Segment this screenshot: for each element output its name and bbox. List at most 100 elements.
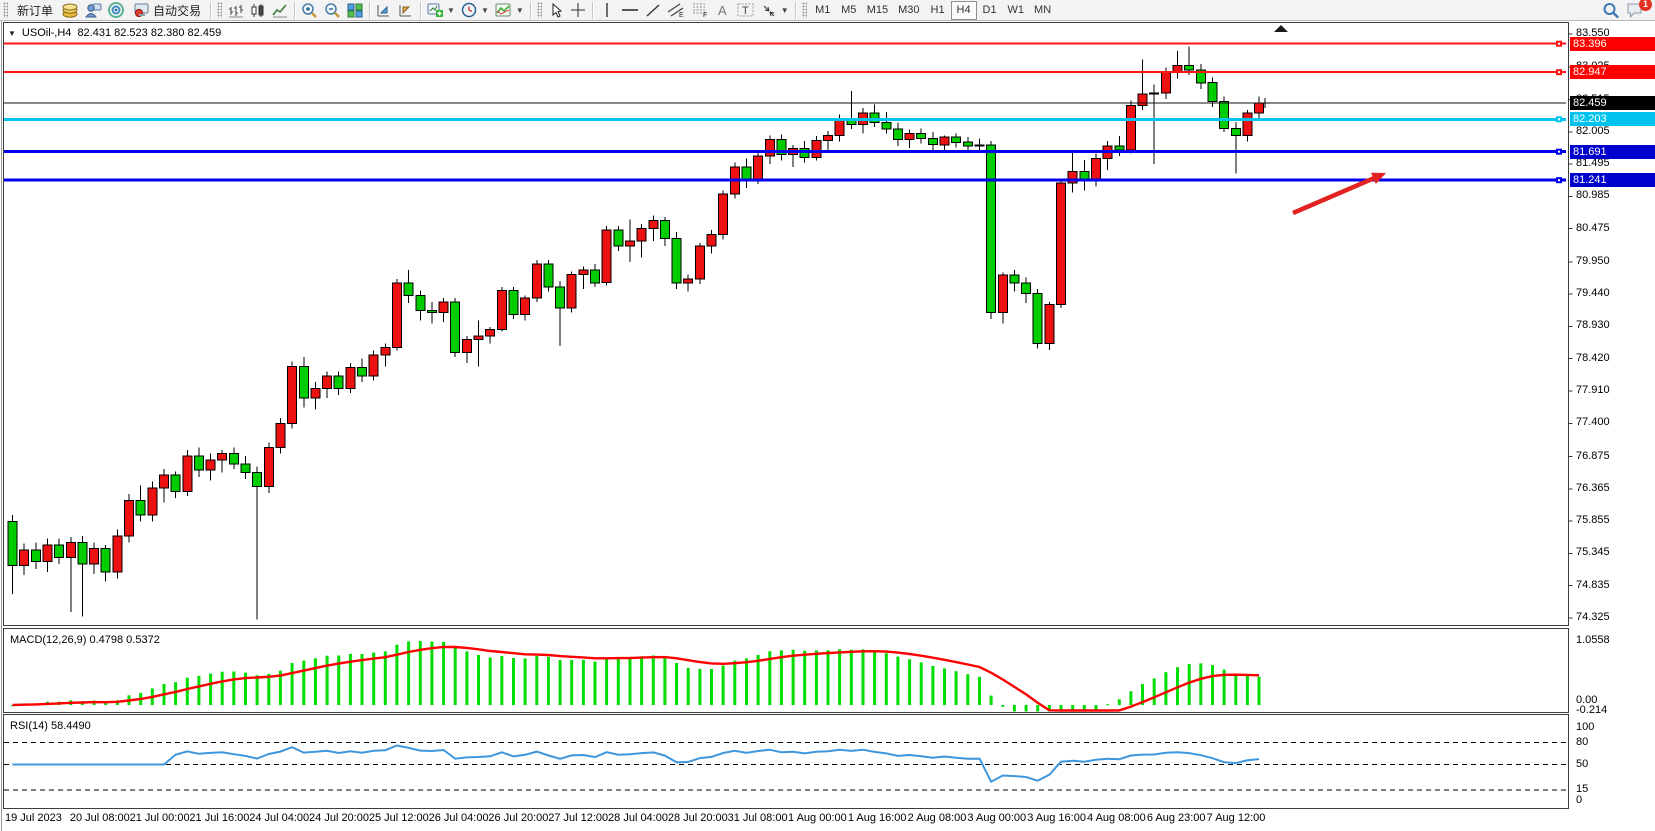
- chart-title: ▼ USOil-,H4 82.431 82.523 82.380 82.459: [8, 27, 221, 39]
- macd-axis-max: 1.0558: [1576, 634, 1610, 646]
- price-axis-tick: 74.325: [1576, 610, 1610, 623]
- price-line-badge-81.691[interactable]: 81.691: [1570, 144, 1655, 159]
- indicators-icon: [495, 3, 511, 16]
- date-axis-label: 20 Jul 08:00: [69, 812, 130, 824]
- new-order-label: 新订单: [17, 3, 54, 18]
- vertical-line-button[interactable]: [596, 1, 618, 20]
- toolbar-grip[interactable]: [3, 2, 8, 18]
- svg-text:E: E: [679, 12, 684, 18]
- new-chart-icon: [427, 3, 444, 17]
- search-icon: [1603, 2, 1619, 18]
- fibonacci-icon: F: [692, 3, 707, 18]
- chevron-down-icon: ▼: [780, 5, 789, 15]
- channel-icon: E: [667, 3, 684, 18]
- rsi-indicator-label: RSI(14) 58.4490: [10, 720, 91, 732]
- date-axis-label: 26 Jul 20:00: [488, 812, 549, 824]
- arrow-shapes-button[interactable]: ▼: [758, 1, 792, 20]
- date-axis-label: 4 Aug 08:00: [1087, 812, 1146, 824]
- timeframe-w1-button[interactable]: W1: [1007, 4, 1025, 16]
- arrange-charts-button[interactable]: [373, 1, 395, 20]
- toolbar-separator: [794, 1, 796, 19]
- tile-windows-button[interactable]: [344, 1, 366, 20]
- toolbar-grip[interactable]: [217, 2, 223, 18]
- date-axis-label: 21 Jul 16:00: [189, 812, 250, 824]
- rsi-axis-0: 0: [1576, 794, 1583, 806]
- chart-shift-marker: [1274, 25, 1288, 32]
- candlestick-button[interactable]: [247, 1, 269, 20]
- trader-button[interactable]: [82, 1, 105, 20]
- crosshair-button[interactable]: [567, 1, 589, 20]
- price-axis-tick: 79.440: [1576, 287, 1610, 300]
- price-axis-tick: 80.985: [1576, 189, 1610, 202]
- signal-icon: [108, 2, 125, 18]
- timeframe-m5-button[interactable]: M5: [841, 4, 857, 16]
- macd-histogram: [11, 641, 1261, 712]
- timeframe-d1-button[interactable]: D1: [982, 4, 997, 16]
- date-axis-label: 28 Jul 04:00: [608, 812, 668, 824]
- date-axis-label: 27 Jul 12:00: [548, 812, 609, 824]
- indicators-button[interactable]: ▼: [492, 1, 527, 20]
- auto-trading-button[interactable]: 自动交易: [128, 1, 207, 20]
- coin-stack-button[interactable]: [59, 1, 82, 20]
- tile-windows-icon: [347, 3, 363, 17]
- date-axis-label: 6 Aug 23:00: [1146, 812, 1206, 824]
- timeframe-h4-button[interactable]: H4: [950, 0, 977, 20]
- channel-button[interactable]: E: [664, 1, 688, 20]
- new-chart-button[interactable]: ▼: [424, 1, 458, 20]
- text-button[interactable]: A: [712, 1, 734, 20]
- zoom-out-icon: [325, 3, 340, 18]
- candlestick-series: [7, 46, 1265, 620]
- arrow-shapes-icon: [763, 5, 775, 16]
- text-label-icon: T: [737, 3, 754, 17]
- price-axis-tick: 81.495: [1576, 157, 1610, 170]
- timeframe-mn-button[interactable]: MN: [1034, 4, 1052, 16]
- new-order-button[interactable]: 新订单: [11, 1, 59, 20]
- text-label-button[interactable]: T: [734, 1, 758, 20]
- price-line-badge-82.947[interactable]: 82.947: [1570, 65, 1655, 80]
- timeframe-h1-button[interactable]: H1: [930, 4, 945, 16]
- price-axis-tick: 75.855: [1576, 514, 1610, 527]
- price-line-badge-81.241[interactable]: 81.241: [1570, 173, 1655, 188]
- search-button[interactable]: [1599, 1, 1623, 20]
- date-axis-label: 1 Aug 16:00: [847, 812, 907, 824]
- notifications-button[interactable]: 1: [1623, 0, 1652, 20]
- chart-menu-icon[interactable]: ▼: [8, 28, 16, 38]
- toolbar-grip[interactable]: [801, 2, 807, 18]
- bar-chart-icon: [229, 4, 244, 17]
- toolbar-separator: [591, 1, 593, 19]
- svg-text:T: T: [742, 5, 749, 17]
- signal-button[interactable]: [105, 1, 128, 20]
- price-axis-tick: 78.420: [1576, 351, 1610, 364]
- zoom-out-button[interactable]: [321, 1, 344, 20]
- bar-chart-button[interactable]: [225, 1, 247, 20]
- annotation-arrow[interactable]: [1292, 172, 1386, 216]
- trendline-button[interactable]: [642, 1, 664, 20]
- price-axis-tick: 78.930: [1576, 319, 1610, 332]
- zoom-in-button[interactable]: [298, 1, 321, 20]
- cascade-charts-button[interactable]: [395, 1, 417, 20]
- toolbar-grip[interactable]: [536, 2, 542, 18]
- toolbar-separator: [529, 1, 531, 19]
- date-axis-label: 24 Jul 20:00: [309, 812, 369, 824]
- coin-stack-icon: [62, 3, 78, 18]
- trendline-icon: [646, 3, 660, 17]
- timeframe-m30-button[interactable]: M30: [898, 4, 920, 16]
- autotrade-icon: [134, 3, 149, 17]
- horizontal-line-button[interactable]: [618, 1, 642, 20]
- line-chart-button[interactable]: [269, 1, 291, 20]
- chart-window: ▼ USOil-,H4 82.431 82.523 82.380 82.459 …: [0, 21, 1655, 831]
- date-axis-label: 7 Aug 12:00: [1206, 812, 1266, 824]
- macd-axis-zero: 0.00: [1576, 694, 1598, 706]
- price-line-badge-82.203[interactable]: 82.203: [1570, 112, 1655, 127]
- timeframe-m1-button[interactable]: M1: [815, 4, 831, 16]
- cursor-button[interactable]: [545, 1, 567, 20]
- period-clock-button[interactable]: ▼: [458, 1, 492, 20]
- price-line-badge-82.459[interactable]: 82.459: [1570, 96, 1655, 111]
- fibonacci-button[interactable]: F: [688, 1, 712, 20]
- chart-canvas[interactable]: [0, 21, 1655, 831]
- timeframe-m15-button[interactable]: M15: [866, 4, 889, 16]
- price-axis-tick: 82.005: [1576, 124, 1610, 137]
- svg-text:F: F: [703, 12, 707, 18]
- price-line-badge-83.396[interactable]: 83.396: [1570, 36, 1655, 51]
- date-axis-label: 3 Aug 00:00: [967, 812, 1027, 824]
